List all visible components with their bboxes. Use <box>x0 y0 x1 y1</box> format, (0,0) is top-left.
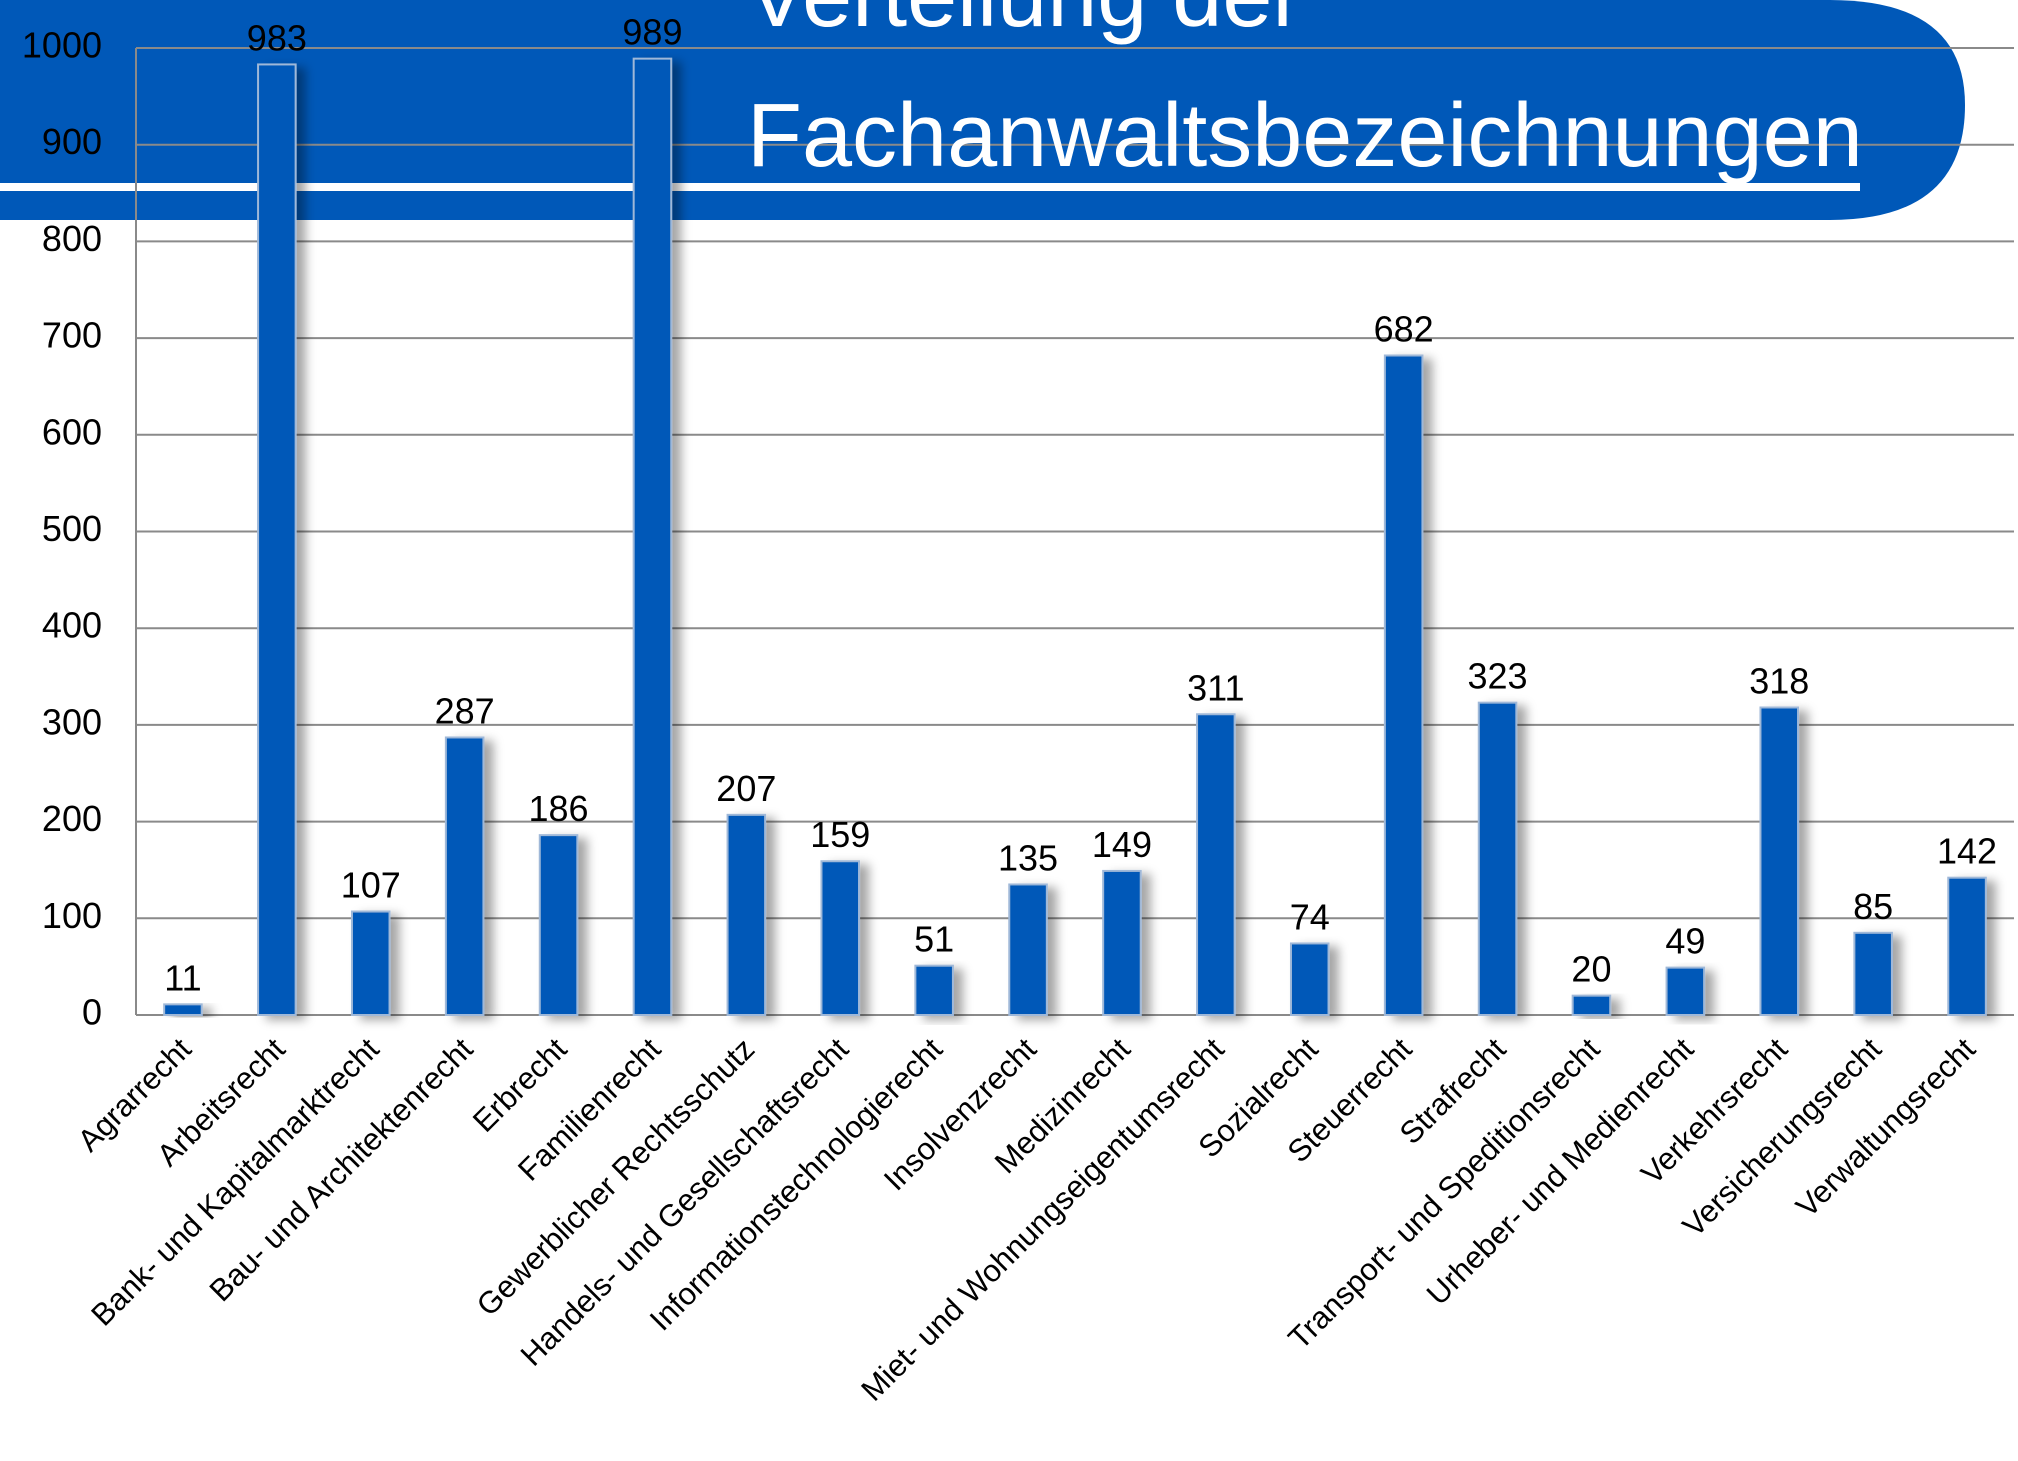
bar <box>538 834 579 1016</box>
data-label: 135 <box>998 837 1058 878</box>
data-label: 311 <box>1187 667 1244 708</box>
data-label: 287 <box>435 690 495 731</box>
data-label: 318 <box>1749 660 1809 701</box>
data-label: 149 <box>1092 824 1152 865</box>
data-label: 207 <box>716 768 776 809</box>
x-tick-label: Verwaltungsrecht <box>1789 1031 1982 1224</box>
bar <box>1853 931 1893 1016</box>
data-label: 85 <box>1853 886 1893 927</box>
y-tick-label: 900 <box>42 121 102 162</box>
y-tick-label: 500 <box>42 508 102 549</box>
bar <box>632 57 673 1016</box>
data-label: 983 <box>247 17 307 58</box>
y-tick-label: 0 <box>82 992 102 1033</box>
bar <box>1665 966 1706 1017</box>
y-tick-label: 200 <box>42 798 102 839</box>
data-label: 74 <box>1290 896 1330 937</box>
y-tick-label: 400 <box>42 605 102 646</box>
chart-title: Verteilung der <box>747 0 1302 46</box>
data-label: 159 <box>810 814 870 855</box>
data-label: 682 <box>1374 309 1434 350</box>
bar <box>1289 942 1330 1017</box>
data-label: 989 <box>622 12 682 53</box>
data-label: 107 <box>341 865 401 906</box>
bar <box>1477 701 1518 1016</box>
y-tick-label: 700 <box>42 315 102 356</box>
bar <box>1759 706 1800 1017</box>
banner-stripe <box>0 183 1860 191</box>
y-tick-label: 100 <box>42 895 102 936</box>
data-label: 49 <box>1665 921 1705 962</box>
bar <box>820 860 861 1017</box>
bar <box>914 964 954 1016</box>
data-label: 323 <box>1468 656 1528 697</box>
bar <box>1196 713 1236 1016</box>
bar <box>1102 869 1142 1016</box>
bar <box>726 813 767 1016</box>
bar <box>444 736 485 1016</box>
y-tick-label: 1000 <box>22 25 102 66</box>
bar <box>163 1003 203 1016</box>
bar <box>350 910 391 1017</box>
y-tick-label: 800 <box>42 218 102 259</box>
bar <box>257 63 297 1016</box>
data-label: 20 <box>1571 949 1611 990</box>
data-label: 142 <box>1937 831 1997 872</box>
title-banner <box>0 0 1965 220</box>
data-label: 186 <box>529 788 589 829</box>
bar <box>1008 883 1048 1017</box>
chart-title: Fachanwaltsbezeichnungen <box>747 86 1863 186</box>
data-label: 11 <box>164 957 201 998</box>
y-tick-label: 300 <box>42 701 102 742</box>
bar <box>1383 354 1424 1017</box>
bar <box>1947 876 1987 1016</box>
bar <box>1571 994 1612 1016</box>
data-label: 51 <box>914 919 954 960</box>
y-tick-label: 600 <box>42 411 102 452</box>
